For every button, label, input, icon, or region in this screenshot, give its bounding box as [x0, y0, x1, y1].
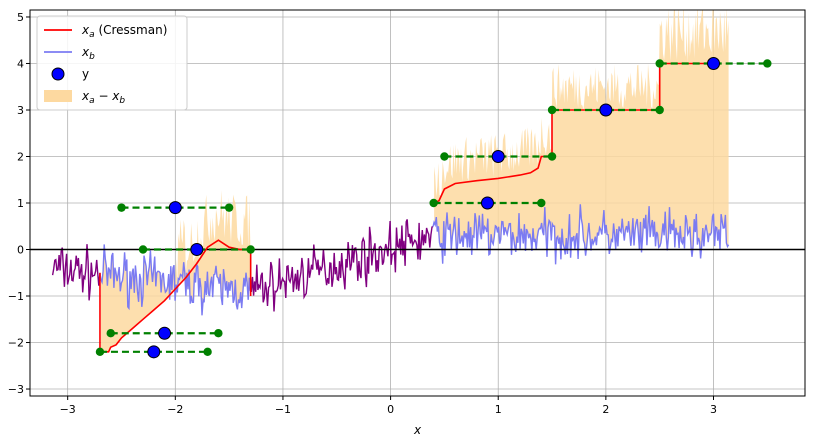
- segment-endpoint: [440, 152, 449, 161]
- xb-line-segment: [51, 244, 101, 301]
- background-xb-series: [51, 204, 730, 316]
- segment-endpoint: [547, 152, 557, 161]
- segment-endpoint: [138, 245, 148, 254]
- y-tick-label: 3: [17, 104, 24, 117]
- legend-entry-label: y: [82, 67, 89, 81]
- y-tick-label: 0: [17, 244, 24, 257]
- observation-point: [480, 196, 494, 210]
- increment-fill-band: [434, 10, 729, 265]
- observation-point: [707, 56, 721, 70]
- segment-endpoint: [655, 105, 664, 115]
- segment-endpoint: [106, 329, 115, 338]
- influence-segments: [95, 59, 772, 357]
- y-axis-ticks: −3 −2 −1 0 1 2 3 4 5: [8, 11, 30, 396]
- x-tick-label: 3: [710, 403, 717, 416]
- y-tick-label: 2: [17, 150, 24, 163]
- segment-endpoint: [763, 59, 772, 68]
- x-tick-label: −2: [167, 403, 183, 416]
- segment-endpoint: [429, 198, 438, 208]
- xb-line-segment: [250, 219, 434, 312]
- segment-endpoint: [224, 203, 234, 212]
- y-tick-label: 1: [17, 197, 24, 210]
- x-tick-label: −3: [60, 403, 76, 416]
- observation-point: [190, 243, 204, 257]
- y-tick-label: 5: [17, 11, 24, 24]
- segment-endpoint: [117, 203, 126, 212]
- legend-marker-swatch: [51, 67, 65, 81]
- y-tick-label: 4: [17, 57, 24, 70]
- x-tick-label: −1: [275, 403, 291, 416]
- xb-line-segment: [99, 244, 251, 316]
- x-tick-label: 0: [387, 403, 394, 416]
- observation-point: [599, 103, 613, 117]
- x-tick-label: 2: [602, 403, 609, 416]
- observation-point: [168, 201, 182, 215]
- observation-point: [491, 149, 505, 163]
- legend-entry-label: xa − xb: [81, 89, 125, 106]
- xb-line-segment: [432, 204, 730, 265]
- segment-endpoint: [537, 198, 546, 208]
- legend-box: [36, 15, 188, 111]
- x-axis-label: x: [413, 423, 422, 437]
- observation-point: [147, 345, 161, 359]
- segment-endpoint: [203, 347, 212, 357]
- x-tick-label: 1: [495, 403, 502, 416]
- y-tick-label: −3: [8, 383, 24, 396]
- legend-patch-swatch: [44, 90, 72, 102]
- legend-entry-label: xa (Cressman): [81, 23, 167, 40]
- y-tick-label: −2: [8, 337, 24, 350]
- segment-endpoint: [655, 59, 664, 68]
- observation-point: [158, 326, 172, 340]
- increment-fill-area: [101, 10, 729, 352]
- segment-endpoint: [95, 347, 105, 357]
- legend: xa (Cressman) xb y xa − xb: [36, 15, 188, 111]
- segment-endpoint: [547, 105, 557, 115]
- xa-line: [100, 239, 251, 353]
- observations-y: [147, 56, 721, 359]
- segment-endpoint: [246, 245, 255, 254]
- increment-fill-band: [101, 190, 251, 352]
- segment-endpoint: [214, 329, 223, 338]
- y-tick-label: −1: [8, 290, 24, 303]
- legend-entry-label: xb: [81, 45, 95, 62]
- x-axis-ticks: −3 −2 −1 0 1 2 3: [60, 396, 717, 416]
